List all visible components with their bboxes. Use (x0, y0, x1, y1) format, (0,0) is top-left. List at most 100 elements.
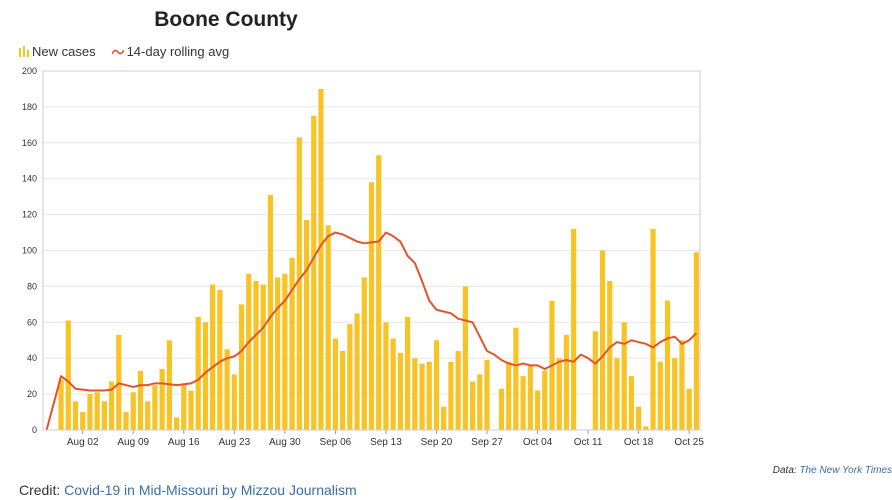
bar[interactable] (101, 401, 107, 430)
bar[interactable] (686, 388, 692, 430)
bar[interactable] (592, 331, 598, 430)
line-chart-icon (111, 49, 124, 54)
bar[interactable] (607, 281, 613, 430)
bar[interactable] (506, 361, 512, 430)
bar[interactable] (231, 374, 237, 430)
bar[interactable] (152, 385, 158, 430)
bar[interactable] (238, 304, 245, 430)
bar[interactable] (224, 349, 230, 430)
bar[interactable] (130, 392, 136, 430)
bar[interactable] (260, 284, 266, 430)
bar[interactable] (556, 358, 562, 430)
bar[interactable] (679, 340, 685, 430)
bar[interactable] (433, 340, 440, 430)
bar[interactable] (542, 370, 548, 430)
bar[interactable] (108, 381, 115, 430)
bar[interactable] (202, 322, 209, 430)
bar[interactable] (448, 361, 454, 430)
bar[interactable] (296, 137, 302, 430)
bar[interactable] (253, 281, 259, 430)
legend-item-new-cases[interactable]: New cases (19, 44, 96, 59)
x-tick-label: Oct 25 (674, 437, 704, 448)
bar[interactable] (534, 390, 541, 430)
bar[interactable] (376, 155, 382, 430)
credit-link[interactable]: Covid-19 in Mid-Missouri by Mizzou Journ… (64, 482, 357, 498)
plot-frame (42, 70, 701, 431)
bar[interactable] (563, 334, 570, 430)
bar[interactable] (94, 392, 100, 430)
bar[interactable] (246, 273, 252, 430)
bar[interactable] (614, 358, 620, 430)
bar[interactable] (361, 277, 367, 430)
bar[interactable] (347, 324, 353, 430)
bar[interactable] (664, 300, 671, 430)
bar[interactable] (650, 228, 656, 430)
x-tick-label: Aug 09 (117, 437, 149, 448)
bar[interactable] (426, 361, 432, 430)
bar[interactable] (325, 225, 331, 430)
bar[interactable] (173, 417, 180, 430)
bar[interactable] (527, 365, 533, 430)
legend-label-new-cases: New cases (32, 44, 96, 59)
source-link[interactable]: The New York Times (799, 465, 892, 476)
bar[interactable] (484, 359, 490, 430)
bar[interactable] (145, 401, 151, 430)
bar[interactable] (289, 257, 295, 430)
rolling-avg-line[interactable] (45, 231, 698, 431)
bar[interactable] (354, 313, 360, 430)
bar[interactable] (267, 194, 274, 430)
bar[interactable] (462, 286, 468, 430)
bar[interactable] (412, 358, 418, 430)
bar[interactable] (397, 352, 403, 430)
bar[interactable] (282, 273, 288, 430)
x-tick-label: Aug 02 (67, 437, 99, 448)
bar[interactable] (188, 390, 194, 430)
bar[interactable] (498, 388, 505, 430)
bar[interactable] (383, 322, 389, 430)
bar[interactable] (275, 277, 281, 430)
bar[interactable] (137, 370, 144, 430)
bar[interactable] (195, 316, 201, 430)
bar[interactable] (123, 412, 129, 430)
x-tick-label: Oct 04 (523, 437, 553, 448)
bar[interactable] (571, 228, 577, 430)
y-tick-label: 100 (22, 246, 37, 256)
bar[interactable] (477, 374, 483, 430)
bar[interactable] (419, 363, 425, 430)
x-tick-label: Aug 23 (218, 437, 250, 448)
y-tick-label: 40 (27, 353, 37, 363)
bar[interactable] (159, 368, 165, 430)
bar[interactable] (58, 379, 64, 430)
bar[interactable] (368, 182, 375, 430)
bar[interactable] (303, 219, 310, 430)
bar[interactable] (455, 351, 461, 430)
bar[interactable] (311, 115, 317, 430)
bar[interactable] (513, 327, 519, 430)
bar[interactable] (404, 316, 411, 430)
bar[interactable] (87, 394, 93, 430)
legend-item-rolling-avg[interactable]: 14-day rolling avg (111, 44, 229, 59)
bar[interactable] (318, 88, 324, 430)
bar[interactable] (693, 252, 699, 430)
bar[interactable] (599, 250, 606, 431)
bar[interactable] (340, 351, 346, 430)
y-tick-label: 120 (22, 210, 37, 220)
bar[interactable] (65, 320, 71, 430)
bar[interactable] (469, 381, 476, 430)
bar[interactable] (181, 385, 187, 430)
bar[interactable] (390, 338, 396, 430)
bar[interactable] (636, 406, 642, 430)
bar[interactable] (628, 376, 635, 430)
bar[interactable] (672, 358, 678, 430)
bar[interactable] (72, 401, 79, 430)
bar[interactable] (217, 289, 223, 430)
bar[interactable] (520, 376, 526, 430)
x-tick-label: Sep 13 (370, 437, 402, 448)
bar[interactable] (332, 338, 339, 430)
bar[interactable] (80, 412, 86, 430)
bar[interactable] (621, 322, 627, 430)
bar[interactable] (210, 284, 216, 430)
bar[interactable] (643, 426, 649, 430)
bar[interactable] (657, 361, 663, 430)
bar[interactable] (441, 406, 447, 430)
